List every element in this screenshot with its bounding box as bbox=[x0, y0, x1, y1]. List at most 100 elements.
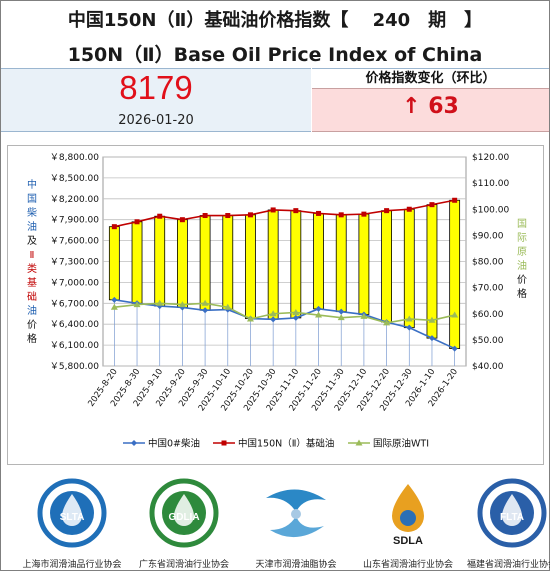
left-axis-char: 油 bbox=[27, 222, 37, 233]
diesel-point bbox=[451, 345, 458, 352]
wti-point bbox=[201, 299, 209, 306]
right-tick-label: $40.00 bbox=[472, 362, 504, 372]
left-axis-char: Ⅱ bbox=[29, 250, 35, 261]
wti-point bbox=[360, 312, 368, 319]
base-oil-point bbox=[293, 208, 299, 214]
base-oil-point bbox=[134, 219, 140, 225]
wti-point bbox=[246, 315, 254, 322]
spread-bar bbox=[335, 214, 347, 313]
wti-point bbox=[451, 311, 459, 318]
left-tick-label: ￥6,700.00 bbox=[50, 299, 99, 309]
association-logo: GDLIA 广东省润滑油行业协会 bbox=[130, 478, 238, 570]
base-oil-point bbox=[406, 206, 412, 212]
wti-point bbox=[337, 314, 345, 321]
association-name: 广东省润滑油行业协会 bbox=[138, 560, 229, 570]
left-axis-char: 类 bbox=[27, 264, 37, 275]
title-chinese: 中国150N（Ⅱ）基础油价格指数【 240 期 】 bbox=[67, 10, 483, 31]
legend-marker bbox=[131, 440, 137, 446]
right-axis-char: 国 bbox=[517, 219, 527, 230]
right-axis-char: 价 bbox=[517, 275, 527, 286]
base-oil-point bbox=[429, 202, 435, 208]
svg-text:SLTA: SLTA bbox=[60, 512, 85, 523]
association-name: 福建省润滑油行业协会 bbox=[466, 560, 550, 570]
legend-label: 中国150N（Ⅱ）基础油 bbox=[238, 438, 334, 450]
association-logo: FLTA 福建省润滑油行业协会 bbox=[458, 478, 550, 570]
spread-bar bbox=[267, 209, 279, 320]
base-oil-line bbox=[114, 199, 455, 228]
base-oil-point bbox=[157, 213, 163, 219]
wti-point bbox=[269, 310, 277, 317]
spread-bar bbox=[313, 213, 324, 310]
base-oil-point bbox=[316, 210, 322, 216]
base-oil-point bbox=[225, 213, 231, 219]
right-tick-label: $110.00 bbox=[472, 179, 509, 189]
diesel-point bbox=[338, 308, 345, 315]
wti-point bbox=[156, 299, 164, 306]
wti-point bbox=[292, 308, 300, 315]
left-tick-label: ￥6,100.00 bbox=[50, 341, 99, 351]
wti-point bbox=[178, 301, 186, 308]
wti-point bbox=[383, 319, 391, 326]
spread-bar bbox=[449, 199, 461, 349]
wti-point bbox=[110, 303, 118, 310]
left-axis-char: 格 bbox=[27, 334, 37, 345]
base-oil-point bbox=[384, 208, 390, 214]
left-tick-label: ￥8,500.00 bbox=[50, 174, 99, 184]
spread-bar bbox=[381, 210, 392, 323]
spread-bar bbox=[403, 208, 415, 329]
association-logos: SLTA 上海市润滑油品行业协会 GDLIA 广东省润滑油行业协会 天津市润滑油脂协会 S… bbox=[0, 472, 550, 571]
left-tick-label: ￥7,900.00 bbox=[50, 216, 99, 226]
index-value: 8179 bbox=[119, 69, 193, 106]
left-axis-char: 基 bbox=[27, 278, 37, 289]
association-logo: 天津市润滑油脂协会 bbox=[242, 478, 350, 570]
price-chart: ￥8,800.00 ￥8,500.00 ￥8,200.00 ￥7,900.00 ￥7,6… bbox=[50, 153, 510, 450]
diesel-line bbox=[114, 299, 455, 350]
wti-point bbox=[428, 316, 436, 323]
left-axis-char: 柴 bbox=[27, 208, 37, 219]
association-logo: SLTA 上海市润滑油品行业协会 bbox=[18, 478, 126, 570]
left-axis-char: 价 bbox=[27, 320, 37, 331]
change-label: 价格指数变化（环比） bbox=[312, 68, 549, 88]
right-axis-label: 国际原油价格 bbox=[515, 218, 529, 302]
wti-point bbox=[133, 301, 141, 308]
right-tick-label: $100.00 bbox=[472, 205, 509, 215]
wti-point bbox=[315, 311, 323, 318]
spread-bar bbox=[177, 219, 188, 308]
association-name: 天津市润滑油脂协会 bbox=[255, 560, 337, 570]
right-tick-label: $70.00 bbox=[472, 284, 504, 294]
left-axis-char: 础 bbox=[27, 292, 37, 303]
spread-bar bbox=[222, 215, 234, 310]
base-oil-point bbox=[179, 217, 185, 223]
legend-label: 国际原油WTI bbox=[373, 438, 429, 450]
association-name: 上海市润滑油品行业协会 bbox=[22, 560, 122, 570]
right-axis-char: 际 bbox=[517, 233, 527, 244]
change-value: ↑ 63 bbox=[402, 94, 459, 119]
spread-bar bbox=[131, 221, 143, 304]
right-axis-char: 油 bbox=[517, 261, 527, 272]
base-oil-point bbox=[247, 212, 253, 218]
diesel-point bbox=[111, 296, 118, 303]
legend-label: 中国0#柴油 bbox=[148, 438, 200, 450]
left-axis-char: 油 bbox=[27, 306, 37, 317]
spread-bar bbox=[358, 213, 370, 315]
right-tick-label: $90.00 bbox=[472, 231, 504, 241]
base-oil-point bbox=[361, 211, 367, 217]
left-tick-label: ￥7,600.00 bbox=[50, 237, 99, 247]
association-name: 山东省润滑油行业协会 bbox=[362, 560, 453, 570]
title-english: 150N（Ⅱ）Base Oil Price Index of China bbox=[67, 44, 483, 66]
diesel-point bbox=[406, 324, 413, 331]
spread-bar bbox=[245, 214, 256, 320]
index-value-panel: 8179 2026-01-20 bbox=[1, 68, 311, 132]
spread-bar bbox=[290, 210, 302, 319]
index-date: 2026-01-20 bbox=[118, 113, 194, 128]
association-logo: SDLA 山东省润滑油行业协会 bbox=[354, 478, 462, 570]
change-panel: ↑ 63 bbox=[312, 88, 549, 132]
spread-bar bbox=[154, 215, 166, 307]
wti-point bbox=[224, 303, 232, 310]
diesel-point bbox=[315, 305, 322, 312]
svg-text:GDLIA: GDLIA bbox=[168, 512, 199, 523]
legend-marker bbox=[221, 440, 227, 446]
left-tick-label: ￥7,000.00 bbox=[50, 278, 99, 288]
diesel-point bbox=[292, 314, 299, 321]
